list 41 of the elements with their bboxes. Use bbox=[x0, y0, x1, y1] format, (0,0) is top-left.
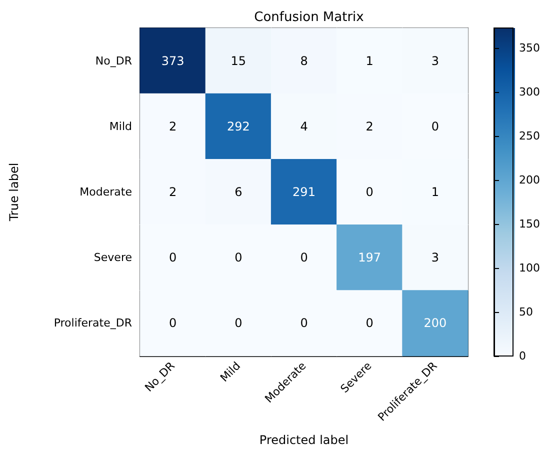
color-bar-label: 50 bbox=[519, 306, 534, 319]
data-label: 0 bbox=[168, 316, 177, 330]
data-label: 0 bbox=[366, 316, 374, 330]
data-label: 1 bbox=[366, 54, 374, 68]
color-bar-label: 150 bbox=[519, 218, 540, 231]
data-label: 0 bbox=[168, 250, 177, 265]
data-label: 4 bbox=[300, 119, 308, 134]
data-label: 0 bbox=[300, 250, 308, 265]
data-label: 2 bbox=[168, 185, 177, 199]
data-label: 0 bbox=[431, 119, 440, 134]
data-label: 291 bbox=[292, 185, 316, 199]
data-label: 373 bbox=[161, 54, 184, 68]
y-tick-label: Severe bbox=[94, 251, 132, 264]
data-label: 292 bbox=[226, 119, 250, 134]
y-tick-label: Mild bbox=[109, 120, 132, 133]
data-label: 3 bbox=[431, 250, 440, 265]
y-tick-label: Moderate bbox=[80, 186, 132, 198]
data-label: 2 bbox=[168, 119, 177, 134]
y-axis-title: True label bbox=[7, 162, 21, 222]
data-label: 0 bbox=[234, 316, 242, 330]
color-bar-label: 350 bbox=[519, 42, 540, 55]
data-label: 2 bbox=[366, 119, 374, 134]
data-label: 6 bbox=[234, 185, 242, 199]
y-tick-label: Proliferate_DR bbox=[54, 316, 132, 330]
data-label: 197 bbox=[358, 250, 382, 265]
color-bar-label: 200 bbox=[519, 174, 540, 187]
chart-title: Confusion Matrix bbox=[254, 10, 364, 25]
data-label: 8 bbox=[300, 54, 308, 68]
data-label: 1 bbox=[431, 185, 440, 199]
color-bar-label: 300 bbox=[519, 86, 540, 99]
data-label: 15 bbox=[230, 54, 246, 68]
data-label: 200 bbox=[424, 316, 447, 330]
color-bar-label: 0 bbox=[519, 350, 526, 362]
data-label: 0 bbox=[366, 185, 374, 199]
color-bar-label: 100 bbox=[519, 262, 540, 275]
x-axis-title: Predicted label bbox=[259, 433, 349, 447]
color-bar-label: 250 bbox=[519, 130, 540, 143]
data-label: 0 bbox=[300, 316, 308, 330]
data-label: 0 bbox=[234, 250, 242, 265]
y-tick-label: No_DR bbox=[95, 54, 132, 68]
data-label: 3 bbox=[431, 54, 440, 68]
